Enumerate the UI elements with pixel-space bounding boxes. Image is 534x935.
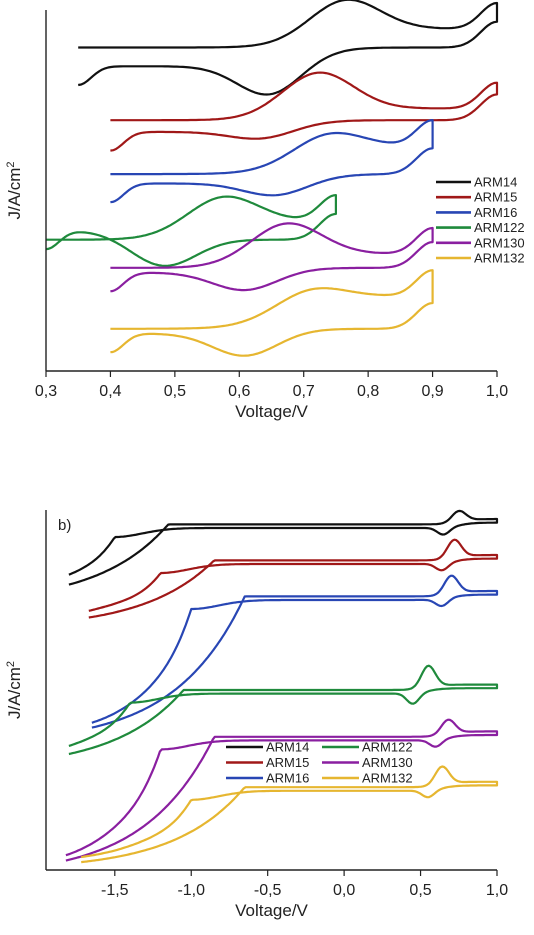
chart-b-series-arm132 bbox=[81, 765, 499, 864]
chart-b-y-axis-title: J/A/cm2 bbox=[5, 661, 24, 719]
chart-b-x-tick-label: 0,5 bbox=[409, 882, 431, 899]
chart-a-legend-label-arm132: ARM132 bbox=[474, 251, 525, 266]
chart-a-x-tick-label: 0,9 bbox=[421, 383, 443, 400]
chart-a-curves bbox=[45, 0, 499, 357]
chart-b-legend-label-arm132: ARM132 bbox=[362, 771, 413, 786]
chart-b-legend-label-arm16: ARM16 bbox=[266, 771, 309, 786]
chart-a-x-tick-label: 0,4 bbox=[99, 383, 121, 400]
chart-a-x-tick-label: 0,7 bbox=[293, 383, 315, 400]
chart-b-series-arm15 bbox=[88, 538, 499, 619]
chart-b-x-tick-label: 1,0 bbox=[486, 882, 508, 899]
chart-b-axes: -1,5 -1,0 -0,5 0,0 0,5 1,0 Voltage/V J/A/cm2 b) bbox=[5, 510, 508, 920]
chart-b-y-axis-title-text: J/A/cm bbox=[5, 667, 24, 719]
chart-a-y-axis-title: J/A/cm2 bbox=[5, 161, 24, 219]
chart-a-axes: 0,3 0,4 0,5 0,6 0,7 0,8 0,9 1,0 Voltage/V J/A/cm2 bbox=[5, 10, 508, 421]
chart-a-series-arm15 bbox=[110, 71, 499, 152]
chart-a: 0,3 0,4 0,5 0,6 0,7 0,8 0,9 1,0 Voltage/V J/A/cm2… bbox=[5, 0, 525, 421]
chart-b-series-arm16 bbox=[91, 574, 499, 729]
chart-a-legend-label-arm14: ARM14 bbox=[474, 175, 517, 190]
chart-b-legend-label-arm14: ARM14 bbox=[266, 740, 309, 755]
chart-b: -1,5 -1,0 -0,5 0,0 0,5 1,0Voltage/VJ/A/cm2b) … bbox=[5, 509, 508, 920]
chart-a-series-arm130 bbox=[110, 222, 434, 293]
chart-b-legend-label-arm130: ARM130 bbox=[362, 755, 413, 770]
chart-a-legend-label-arm130: ARM130 bbox=[474, 235, 525, 250]
chart-a-legend-label-arm16: ARM16 bbox=[474, 205, 517, 220]
chart-a-x-tick-label: 0,8 bbox=[357, 383, 379, 400]
chart-a-series-arm122 bbox=[45, 194, 337, 267]
chart-b-x-tick-label: -1,0 bbox=[177, 882, 205, 899]
chart-a-x-tick-label: 1,0 bbox=[486, 383, 508, 400]
chart-a-y-axis-title-sup: 2 bbox=[5, 161, 17, 167]
chart-b-x-tick-label: 0,0 bbox=[333, 882, 355, 899]
chart-a-x-tick-label: 0,5 bbox=[164, 383, 186, 400]
chart-a-x-axis-title: Voltage/V bbox=[235, 402, 308, 421]
chart-b-curves bbox=[65, 509, 499, 864]
chart-a-y-axis-title-text: J/A/cm bbox=[5, 168, 24, 220]
chart-b-legend-label-arm15: ARM15 bbox=[266, 755, 309, 770]
chart-b-y-axis-title-sup: 2 bbox=[5, 661, 17, 667]
chart-b-series-arm130 bbox=[65, 718, 499, 862]
chart-b-series-arm122 bbox=[68, 664, 499, 756]
chart-a-x-tick-label: 0,6 bbox=[228, 383, 250, 400]
chart-a-series-arm132 bbox=[110, 269, 434, 357]
chart-a-legend-label-arm15: ARM15 bbox=[474, 190, 517, 205]
chart-a-legend-label-arm122: ARM122 bbox=[474, 220, 525, 235]
chart-b-x-tick-label: -1,5 bbox=[101, 882, 129, 899]
chart-a-x-tick-label: 0,3 bbox=[35, 383, 57, 400]
chart-b-series-arm14 bbox=[68, 509, 499, 586]
chart-b-legend-label-arm122: ARM122 bbox=[362, 740, 413, 755]
chart-b-x-axis-title: Voltage/V bbox=[235, 901, 308, 920]
chart-b-x-tick-label: -0,5 bbox=[254, 882, 282, 899]
chart-b-panel-label: b) bbox=[58, 517, 71, 534]
chart-a-series-arm16 bbox=[110, 119, 434, 204]
chart-a-series-arm14 bbox=[78, 0, 499, 96]
